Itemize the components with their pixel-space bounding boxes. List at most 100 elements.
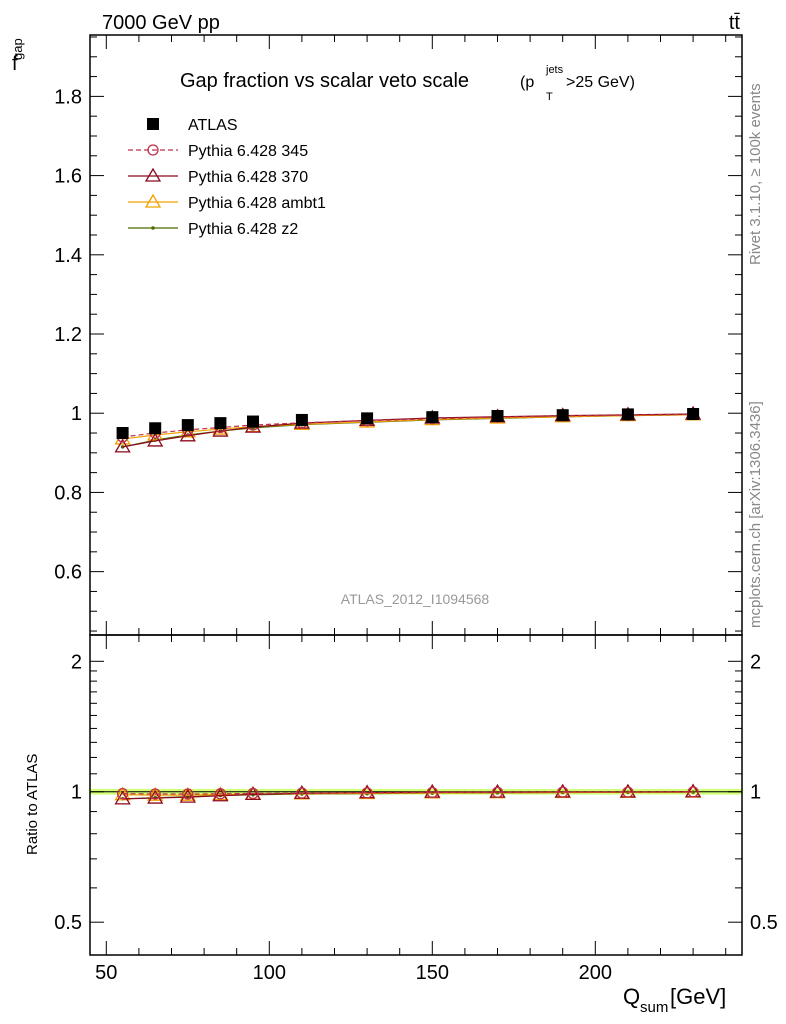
ratio-point — [557, 786, 569, 798]
main-y-tick-label: 0.8 — [54, 482, 82, 504]
collision-label: 7000 GeV pp — [102, 12, 220, 34]
ratio-point — [244, 786, 262, 801]
series-3 — [114, 406, 702, 445]
ratio-panel: Ratio to ATLAS 0.5 0.5 1 1 2 2 50 100 150 200 Q s… — [24, 634, 778, 1016]
main-y-tick-label: 0.6 — [54, 562, 82, 584]
legend-label: Pythia 6.428 370 — [188, 169, 308, 186]
data-point — [556, 409, 569, 422]
main-title: Gap fraction vs scalar veto scale — [180, 70, 469, 92]
ratio-y-tick-label: 2 — [71, 651, 82, 673]
series-0 — [116, 408, 700, 440]
legend-item: Pythia 6.428 370 — [128, 167, 308, 186]
data-point — [687, 408, 700, 421]
data-point — [179, 427, 196, 442]
data-point — [120, 445, 125, 449]
title-cut-sup: jets — [545, 64, 564, 76]
data-point — [491, 409, 504, 422]
ratio-point — [116, 787, 129, 800]
ratio-frame — [89, 634, 743, 956]
x-tick-label: 200 — [579, 962, 612, 984]
ratio-point — [361, 787, 373, 799]
series-line — [122, 413, 694, 438]
process-label: tt̄ — [729, 12, 741, 34]
legend-label: Pythia 6.428 345 — [188, 143, 308, 160]
data-point — [426, 411, 439, 424]
xlabel-base: Q — [623, 984, 640, 1009]
ratio-point — [182, 788, 194, 800]
ratio-point — [426, 786, 438, 799]
legend-marker — [147, 144, 159, 156]
data-point — [147, 432, 164, 447]
rivet-version-label: Rivet 3.1.10, ≥ 100k events — [747, 83, 764, 265]
legend-item: Pythia 6.428 z2 — [128, 221, 298, 238]
legend-marker — [144, 167, 162, 182]
data-point — [214, 417, 227, 430]
data-point — [247, 415, 259, 428]
main-y-tick-label: 1.6 — [54, 166, 82, 188]
legend-marker — [151, 226, 155, 230]
x-tick-label: 150 — [416, 962, 449, 984]
ratio-point — [687, 786, 699, 798]
data-point — [621, 408, 634, 421]
legend-label: Pythia 6.428 z2 — [188, 221, 298, 238]
data-point — [149, 422, 162, 435]
ratio-point — [622, 786, 634, 798]
main-ylabel-base: f — [12, 53, 18, 75]
main-panel: Gap fraction vs scalar veto scale (p jet… — [10, 34, 743, 636]
series-1 — [116, 408, 699, 443]
ratio-y-tick-label-right: 1 — [750, 782, 761, 804]
series-2 — [114, 405, 702, 453]
main-series — [114, 405, 702, 453]
ratio-axis: 0.5 0.5 1 1 2 2 50 100 150 200 — [54, 635, 778, 984]
data-point — [361, 412, 374, 425]
ratio-y-tick-label-right: 0.5 — [750, 912, 778, 934]
analysis-label: ATLAS_2012_I1094568 — [341, 591, 490, 607]
main-y-tick-label: 1.8 — [54, 86, 82, 108]
ratio-series — [114, 783, 702, 805]
ratio-point — [214, 788, 227, 800]
ratio-series-0 — [116, 786, 699, 800]
ratio-point — [296, 787, 308, 799]
ratio-point — [149, 788, 161, 800]
title-cut-sub: T — [546, 91, 553, 103]
x-tick-label: 100 — [253, 962, 286, 984]
data-point — [114, 438, 131, 453]
x-axis-label: Q sum [GeV] — [623, 984, 726, 1016]
main-y-tick-label: 1.2 — [54, 324, 82, 346]
ratio-y-tick-label: 0.5 — [54, 912, 82, 934]
main-ylabel-sub: gap — [10, 38, 25, 60]
ratio-y-tick-label-right: 2 — [750, 651, 761, 673]
data-point — [116, 427, 129, 440]
data-point — [295, 413, 308, 426]
xlabel-tail: [GeV] — [670, 984, 726, 1009]
series-line — [122, 414, 694, 448]
ratio-point — [491, 786, 504, 798]
main-title-cut: (p jets T >25 GeV) — [520, 64, 635, 103]
legend-item: Pythia 6.428 345 — [128, 143, 308, 160]
title-cut-tail: >25 GeV) — [566, 74, 635, 91]
legend-label: Pythia 6.428 ambt1 — [188, 195, 326, 212]
legend-item: Pythia 6.428 ambt1 — [128, 193, 326, 212]
main-y-tick-label: 1.4 — [54, 245, 82, 267]
legend-item: ATLAS — [147, 117, 238, 134]
legend-marker — [147, 118, 159, 130]
main-ylabel: f gap — [10, 38, 25, 75]
title-cut-base: (p — [520, 74, 534, 91]
legend: ATLAS Pythia 6.428 345 Pythia 6.428 370 Pyt… — [128, 117, 326, 238]
ratio-point — [179, 788, 196, 803]
ratio-ylabel: Ratio to ATLAS — [24, 754, 41, 855]
main-y-tick-label: 1 — [71, 403, 82, 425]
x-tick-label: 50 — [95, 962, 117, 984]
main-axis: 0.6 0.8 1 1.2 1.4 1.6 1.8 — [54, 35, 742, 635]
series-line — [122, 414, 694, 440]
ratio-point — [212, 787, 229, 802]
data-point — [212, 422, 229, 437]
legend-label: ATLAS — [188, 117, 238, 134]
data-point — [181, 419, 194, 432]
xlabel-sub: sum — [640, 999, 668, 1016]
mcplots-label: mcplots.cern.ch [arXiv:1306.3436] — [747, 401, 764, 628]
ratio-point — [247, 787, 259, 800]
legend-marker — [144, 193, 162, 208]
ratio-y-tick-label: 1 — [71, 782, 82, 804]
